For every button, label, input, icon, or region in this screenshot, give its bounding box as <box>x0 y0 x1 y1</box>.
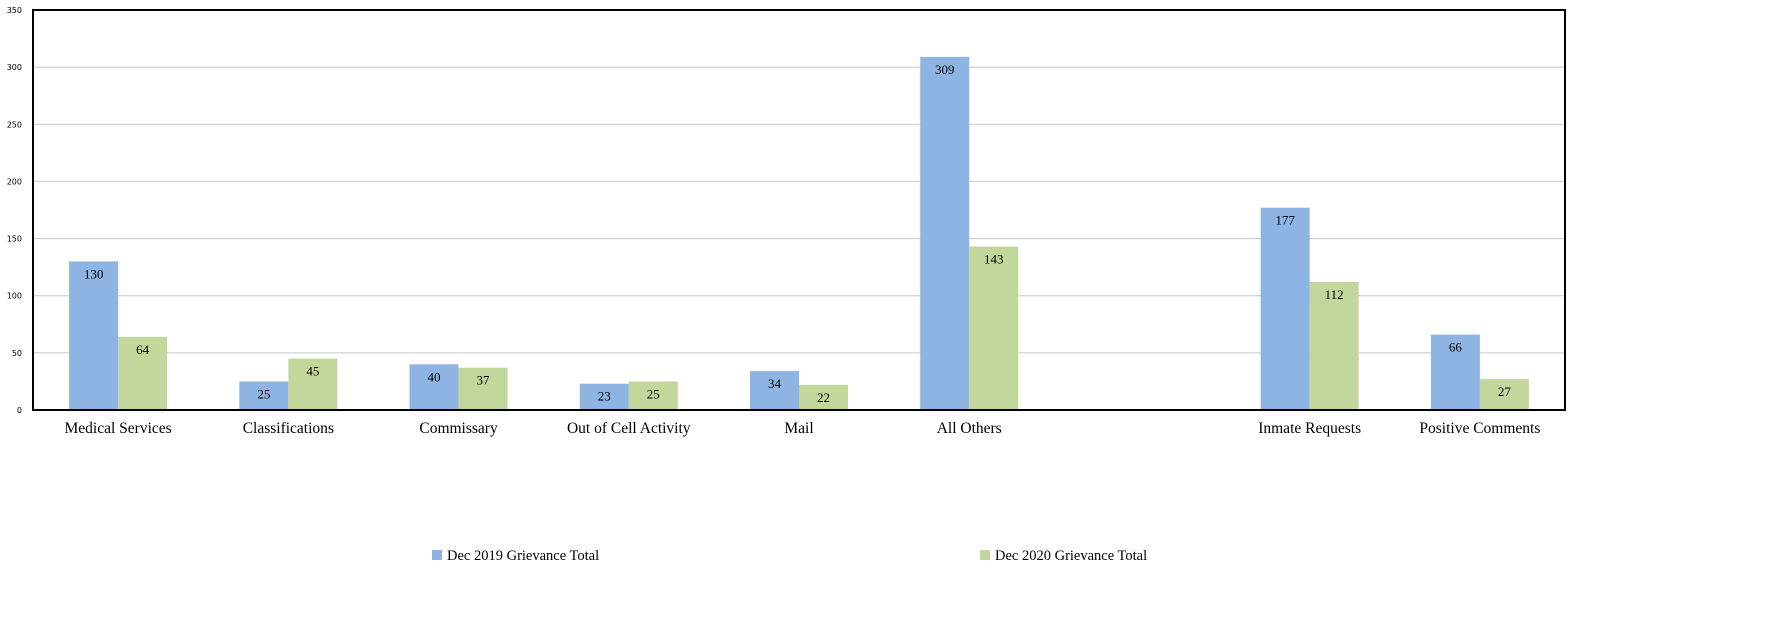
y-tick-label: 100 <box>7 292 22 301</box>
bar <box>750 371 799 410</box>
bar <box>1309 282 1359 410</box>
data-label: 130 <box>84 266 104 281</box>
legend-label: Dec 2019 Grievance Total <box>447 548 599 564</box>
x-category-label: Positive Comments <box>1419 420 1540 437</box>
x-category-label: All Others <box>937 420 1002 437</box>
bar <box>920 56 970 410</box>
y-tick-label: 0 <box>17 406 22 415</box>
y-tick-label: 50 <box>12 349 22 358</box>
data-label: 143 <box>984 252 1004 267</box>
bars <box>69 56 1529 410</box>
data-label: 34 <box>768 376 782 391</box>
data-label: 25 <box>257 386 270 401</box>
bar <box>799 384 848 410</box>
y-tick-label: 350 <box>7 6 22 15</box>
legend-swatch <box>432 550 442 560</box>
x-category-label: Out of Cell Activity <box>567 420 691 437</box>
y-tick-label: 150 <box>7 235 22 244</box>
bar <box>1260 207 1310 410</box>
bar <box>409 364 459 410</box>
data-label: 25 <box>647 386 660 401</box>
legend-swatch <box>980 550 990 560</box>
data-label: 177 <box>1275 213 1295 228</box>
bar <box>239 381 289 410</box>
x-category-label: Commissary <box>419 420 498 437</box>
bar <box>458 367 508 410</box>
data-label: 309 <box>935 62 955 77</box>
y-tick-label: 250 <box>7 120 22 129</box>
bar <box>1479 379 1529 410</box>
data-label: 112 <box>1325 287 1344 302</box>
plot-area-border <box>32 9 1566 411</box>
bar <box>69 261 119 410</box>
y-tick-label: 200 <box>7 177 22 186</box>
x-category-label: Mail <box>784 420 813 437</box>
bar <box>628 381 678 410</box>
data-label: 22 <box>817 390 830 405</box>
bar <box>1430 334 1480 410</box>
data-label: 23 <box>598 389 611 404</box>
data-label: 27 <box>1498 384 1512 399</box>
data-label: 45 <box>306 364 319 379</box>
x-category-label: Medical Services <box>65 420 172 437</box>
bar <box>969 246 1019 410</box>
legend-label: Dec 2020 Grievance Total <box>995 548 1147 564</box>
bar <box>118 336 168 410</box>
x-category-label: Classifications <box>243 420 334 437</box>
data-label: 40 <box>428 369 441 384</box>
legend: Dec 2019 Grievance Total Dec 2020 Grievan… <box>432 548 1147 564</box>
data-label: 66 <box>1449 340 1463 355</box>
y-tick-label: 300 <box>7 63 22 72</box>
data-label: 37 <box>477 373 491 388</box>
data-label: 64 <box>136 342 150 357</box>
bar <box>579 383 629 410</box>
labels: 0 50 100 150 200 250 300 350 130 64 Medical Servic… <box>7 6 1541 437</box>
x-category-label: Inmate Requests <box>1258 420 1361 437</box>
bar <box>288 358 338 410</box>
